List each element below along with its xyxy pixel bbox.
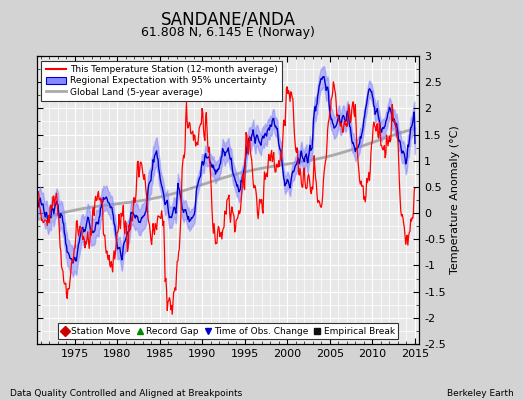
Text: SANDANE/ANDA: SANDANE/ANDA (160, 10, 296, 28)
Y-axis label: Temperature Anomaly (°C): Temperature Anomaly (°C) (450, 126, 460, 274)
Legend: Station Move, Record Gap, Time of Obs. Change, Empirical Break: Station Move, Record Gap, Time of Obs. C… (58, 323, 398, 340)
Text: Data Quality Controlled and Aligned at Breakpoints: Data Quality Controlled and Aligned at B… (10, 389, 243, 398)
Text: Berkeley Earth: Berkeley Earth (447, 389, 514, 398)
Text: 61.808 N, 6.145 E (Norway): 61.808 N, 6.145 E (Norway) (141, 26, 315, 39)
